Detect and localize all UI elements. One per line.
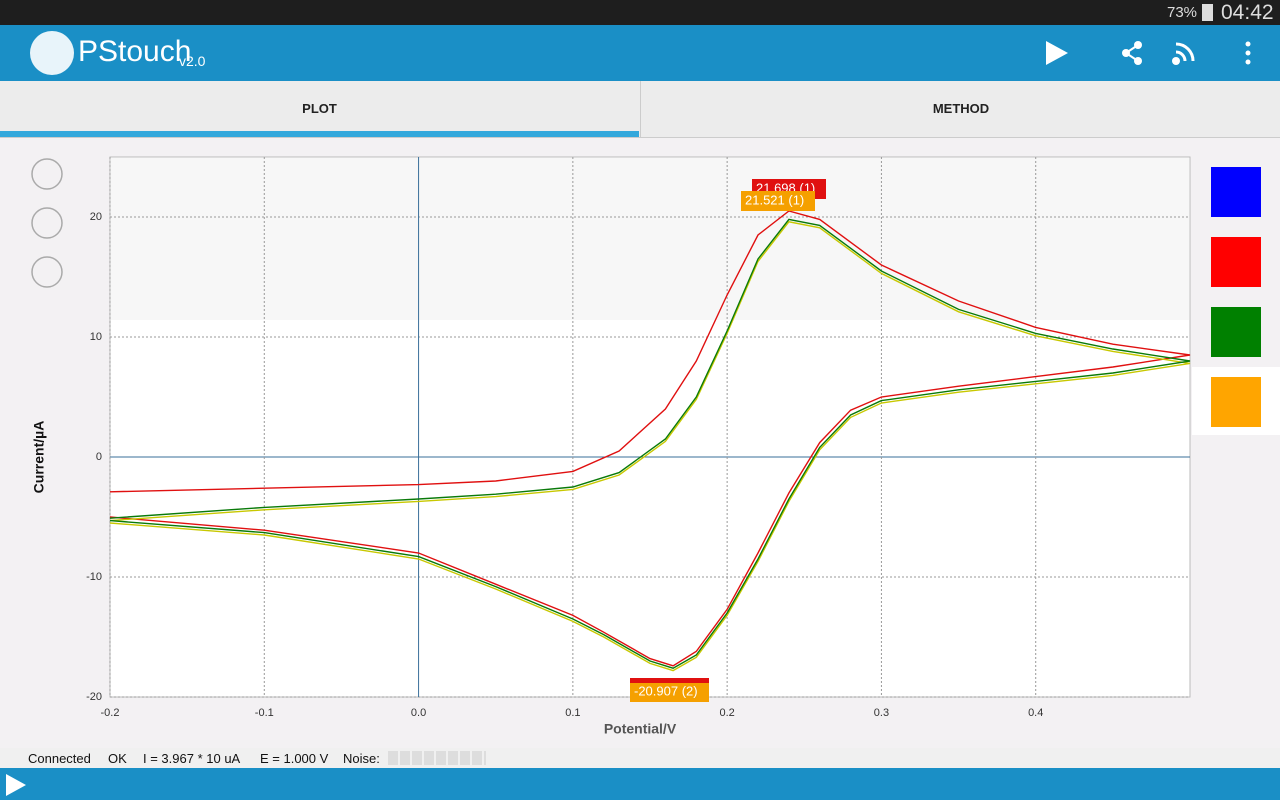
current: I = 3.967 * 10 uA [143,751,241,766]
series-swatch[interactable] [1211,167,1261,217]
y-tick-label: -10 [86,571,102,583]
settings-button[interactable] [31,207,63,239]
x-tick-label: -0.2 [101,707,120,719]
potential: E = 1.000 V [260,751,329,766]
app-title: PStouch [78,35,192,68]
annotation-bar [630,678,709,683]
peak-button[interactable] [31,256,63,288]
noise: Noise: [343,751,380,766]
y-axis-label: Current/µA [31,421,47,494]
annotation-box [630,682,709,702]
chart: Current/µA Potential/V -20 -10 0 10 20 -0.2 -0… [31,156,1280,737]
x-axis-label: Potential/V [604,721,677,737]
noise-meter [388,751,486,765]
battery: 73% [1167,4,1198,21]
tab[interactable]: PLOT [302,101,337,116]
series-swatch[interactable] [1211,237,1261,287]
peak-annotation: 21.521 (1) [741,191,815,211]
battery-icon [1202,4,1213,21]
play-button[interactable] [4,772,30,798]
y-tick-label: 10 [90,331,102,343]
y-tick-label: 0 [96,451,102,463]
x-tick-label: -0.1 [255,707,274,719]
x-tick-label: 0.1 [565,707,580,719]
clock: 04:42 [1221,1,1274,24]
x-tick-label: 0.0 [411,707,426,719]
x-tick-label: 0.3 [874,707,889,719]
app-version: v2.0 [179,53,206,69]
annotation-box [741,191,815,211]
peak-annotation: -20.907 (2) [630,678,709,702]
series-swatch[interactable] [1211,307,1261,357]
tab[interactable]: METHOD [640,81,1280,137]
x-tick-label: 0.4 [1028,707,1043,719]
annotation-text: 21.521 (1) [745,192,804,207]
series-line [109,221,1191,672]
footer: Connected OK I = 3.967 * 10 uA E = 1.000… [0,748,1280,768]
tab-indicator [0,131,639,137]
series-line [109,210,1191,667]
connect-button[interactable] [1172,42,1195,65]
status-bar: 73% 04:42 [0,0,1280,25]
chart-tools [31,158,63,288]
series-line [109,218,1191,669]
bottom-bar [0,768,1280,800]
y-tick-label: 20 [90,211,102,223]
menu-button[interactable] [1245,41,1251,65]
connection: Connected [28,751,91,766]
annotation-text: -20.907 (2) [634,683,698,698]
zoom-button[interactable] [31,158,63,190]
logo [30,31,74,75]
state: OK [108,751,127,766]
x-tick-label: 0.2 [719,707,734,719]
plot-band [111,158,1189,320]
app-bar: PStouch v2.0 [0,25,1280,81]
y-tick-label: -20 [86,691,102,703]
series-swatch[interactable] [1211,377,1261,427]
tab-bar: PLOT METHOD [0,81,1280,138]
run-button[interactable] [1046,41,1068,65]
toolbar [1046,41,1251,65]
share-button[interactable] [1122,41,1142,65]
